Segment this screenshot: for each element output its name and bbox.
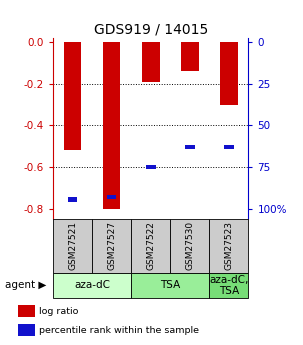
Text: GSM27527: GSM27527: [107, 221, 116, 270]
Title: GDS919 / 14015: GDS919 / 14015: [94, 23, 208, 37]
Text: percentile rank within the sample: percentile rank within the sample: [39, 326, 199, 335]
Bar: [170, 219, 209, 273]
Text: GSM27530: GSM27530: [185, 221, 194, 270]
Text: agent ▶: agent ▶: [5, 280, 46, 290]
Bar: [68, 197, 77, 202]
Bar: [220, 42, 238, 105]
Text: TSA: TSA: [160, 280, 180, 290]
Bar: [64, 42, 82, 150]
Bar: [142, 42, 160, 82]
Bar: [185, 145, 195, 149]
Text: log ratio: log ratio: [39, 307, 79, 316]
Bar: [53, 273, 131, 298]
Bar: [131, 219, 170, 273]
Bar: [146, 165, 155, 169]
Bar: [53, 219, 92, 273]
Bar: [181, 42, 199, 71]
Bar: [107, 195, 116, 199]
Bar: [92, 219, 131, 273]
Text: GSM27523: GSM27523: [225, 221, 233, 270]
Bar: [131, 273, 209, 298]
Text: GSM27521: GSM27521: [68, 221, 77, 270]
Bar: [209, 219, 248, 273]
Bar: [103, 42, 121, 209]
Text: aza-dC: aza-dC: [74, 280, 110, 290]
Bar: [209, 273, 248, 298]
Bar: [224, 145, 234, 149]
Text: aza-dC,
TSA: aza-dC, TSA: [209, 275, 248, 296]
Text: GSM27522: GSM27522: [146, 221, 155, 270]
